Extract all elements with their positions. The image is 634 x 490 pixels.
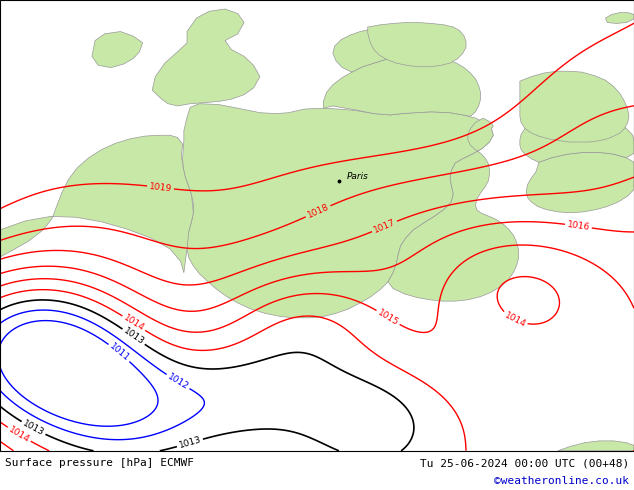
Polygon shape [388,118,519,301]
Text: 1011: 1011 [107,342,131,364]
Polygon shape [92,31,143,68]
Text: 1015: 1015 [376,308,400,327]
Text: Surface pressure [hPa] ECMWF: Surface pressure [hPa] ECMWF [5,458,194,468]
Polygon shape [520,71,629,142]
Text: Tu 25-06-2024 00:00 UTC (00+48): Tu 25-06-2024 00:00 UTC (00+48) [420,458,629,468]
Polygon shape [0,135,193,383]
Polygon shape [183,104,493,318]
Polygon shape [605,13,634,24]
Polygon shape [323,56,481,116]
Polygon shape [368,23,466,67]
Polygon shape [558,441,634,451]
Text: 1012: 1012 [166,372,190,392]
Text: 1016: 1016 [566,220,590,232]
Text: 1017: 1017 [372,218,397,235]
Text: 1014: 1014 [7,425,31,444]
Text: ©weatheronline.co.uk: ©weatheronline.co.uk [494,476,629,486]
Text: 1014: 1014 [503,310,527,329]
Polygon shape [333,27,437,72]
Text: 1018: 1018 [306,202,330,220]
Text: 1013: 1013 [122,326,146,347]
Polygon shape [520,112,634,162]
Polygon shape [526,152,634,213]
Text: 1013: 1013 [178,436,202,450]
Text: Paris: Paris [347,172,369,181]
Polygon shape [152,9,260,106]
Text: 1019: 1019 [148,182,172,193]
Text: 1013: 1013 [21,419,46,438]
Text: 1014: 1014 [122,313,146,333]
